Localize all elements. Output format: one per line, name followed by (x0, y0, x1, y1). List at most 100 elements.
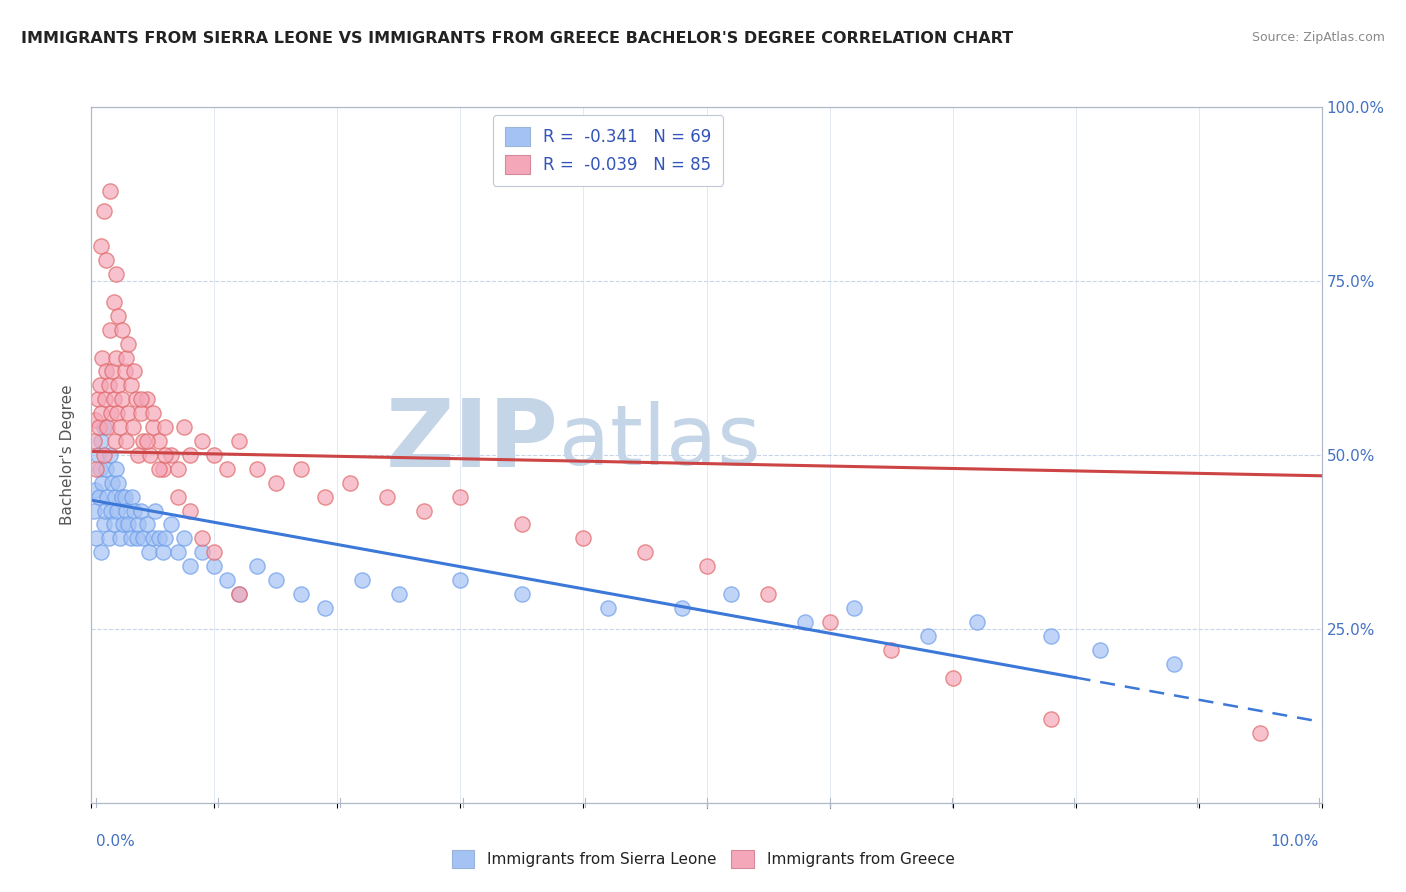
Point (93, 420, 115, 434)
Point (228, 587, 250, 601)
Point (90, 239, 112, 253)
Point (120, 378, 142, 392)
Point (124, 392, 146, 407)
Point (132, 532, 155, 546)
Point (148, 462, 170, 476)
Point (114, 364, 136, 378)
Point (412, 503, 434, 517)
Point (103, 392, 125, 407)
Point (1163, 657, 1185, 671)
Point (86, 448, 108, 462)
Text: Source: ZipAtlas.com: Source: ZipAtlas.com (1251, 31, 1385, 45)
Point (93, 448, 115, 462)
Point (264, 573, 287, 587)
Point (966, 615, 988, 629)
Point (127, 517, 149, 532)
Point (246, 559, 269, 574)
Point (90, 545, 112, 559)
Point (89, 462, 111, 476)
Point (139, 448, 162, 462)
Point (89, 378, 111, 392)
Point (634, 545, 657, 559)
Point (202, 545, 225, 559)
Point (388, 587, 411, 601)
Point (96, 462, 117, 476)
Point (96, 490, 118, 504)
Point (104, 434, 127, 448)
Point (121, 490, 143, 504)
Point (97, 532, 120, 546)
Point (114, 503, 138, 517)
Point (103, 517, 125, 532)
Point (153, 448, 177, 462)
Point (152, 462, 174, 476)
Point (112, 517, 135, 532)
Point (94, 392, 117, 407)
Point (129, 392, 152, 407)
Point (91, 475, 114, 490)
Point (105, 351, 127, 365)
Point (166, 545, 188, 559)
Point (339, 475, 361, 490)
Point (108, 532, 131, 546)
Point (98, 448, 121, 462)
Point (120, 532, 142, 546)
Point (1039, 712, 1063, 726)
Point (228, 587, 250, 601)
Point (314, 490, 336, 504)
Point (105, 406, 128, 420)
Point (720, 587, 742, 601)
Point (98, 323, 121, 337)
Point (695, 559, 717, 574)
Point (114, 490, 136, 504)
Point (111, 392, 134, 407)
Point (114, 351, 138, 365)
Point (138, 545, 160, 559)
Point (152, 545, 174, 559)
Point (228, 434, 250, 448)
Point (129, 503, 152, 517)
Point (96, 253, 117, 268)
Point (191, 545, 214, 559)
Point (105, 462, 127, 476)
Point (104, 490, 127, 504)
Point (449, 573, 471, 587)
Point (135, 434, 157, 448)
Point (142, 406, 165, 420)
Point (83, 503, 105, 517)
Point (84, 483, 107, 497)
Point (93, 517, 115, 532)
Point (86, 392, 108, 407)
Point (1039, 629, 1063, 643)
Point (100, 406, 122, 420)
Legend: Immigrants from Sierra Leone, Immigrants from Greece: Immigrants from Sierra Leone, Immigrants… (446, 844, 960, 873)
Point (375, 490, 398, 504)
Point (880, 642, 903, 657)
Point (352, 573, 374, 587)
Point (105, 503, 128, 517)
Point (86, 532, 108, 546)
Point (179, 559, 201, 574)
Point (93, 204, 115, 219)
Point (191, 532, 214, 546)
Text: ZIP: ZIP (387, 395, 558, 487)
Point (173, 420, 195, 434)
Point (449, 490, 471, 504)
Point (510, 587, 533, 601)
Point (94, 503, 117, 517)
Point (153, 420, 177, 434)
Point (941, 671, 963, 685)
Point (917, 629, 939, 643)
Point (264, 475, 287, 490)
Point (129, 406, 152, 420)
Point (132, 434, 155, 448)
Point (842, 601, 865, 615)
Point (290, 462, 312, 476)
Point (84, 413, 107, 427)
Point (145, 503, 166, 517)
Point (1249, 726, 1271, 740)
Legend: R =  -0.341   N = 69, R =  -0.039   N = 85: R = -0.341 N = 69, R = -0.039 N = 85 (494, 115, 723, 186)
Point (179, 448, 201, 462)
Point (103, 294, 125, 309)
Point (173, 532, 195, 546)
